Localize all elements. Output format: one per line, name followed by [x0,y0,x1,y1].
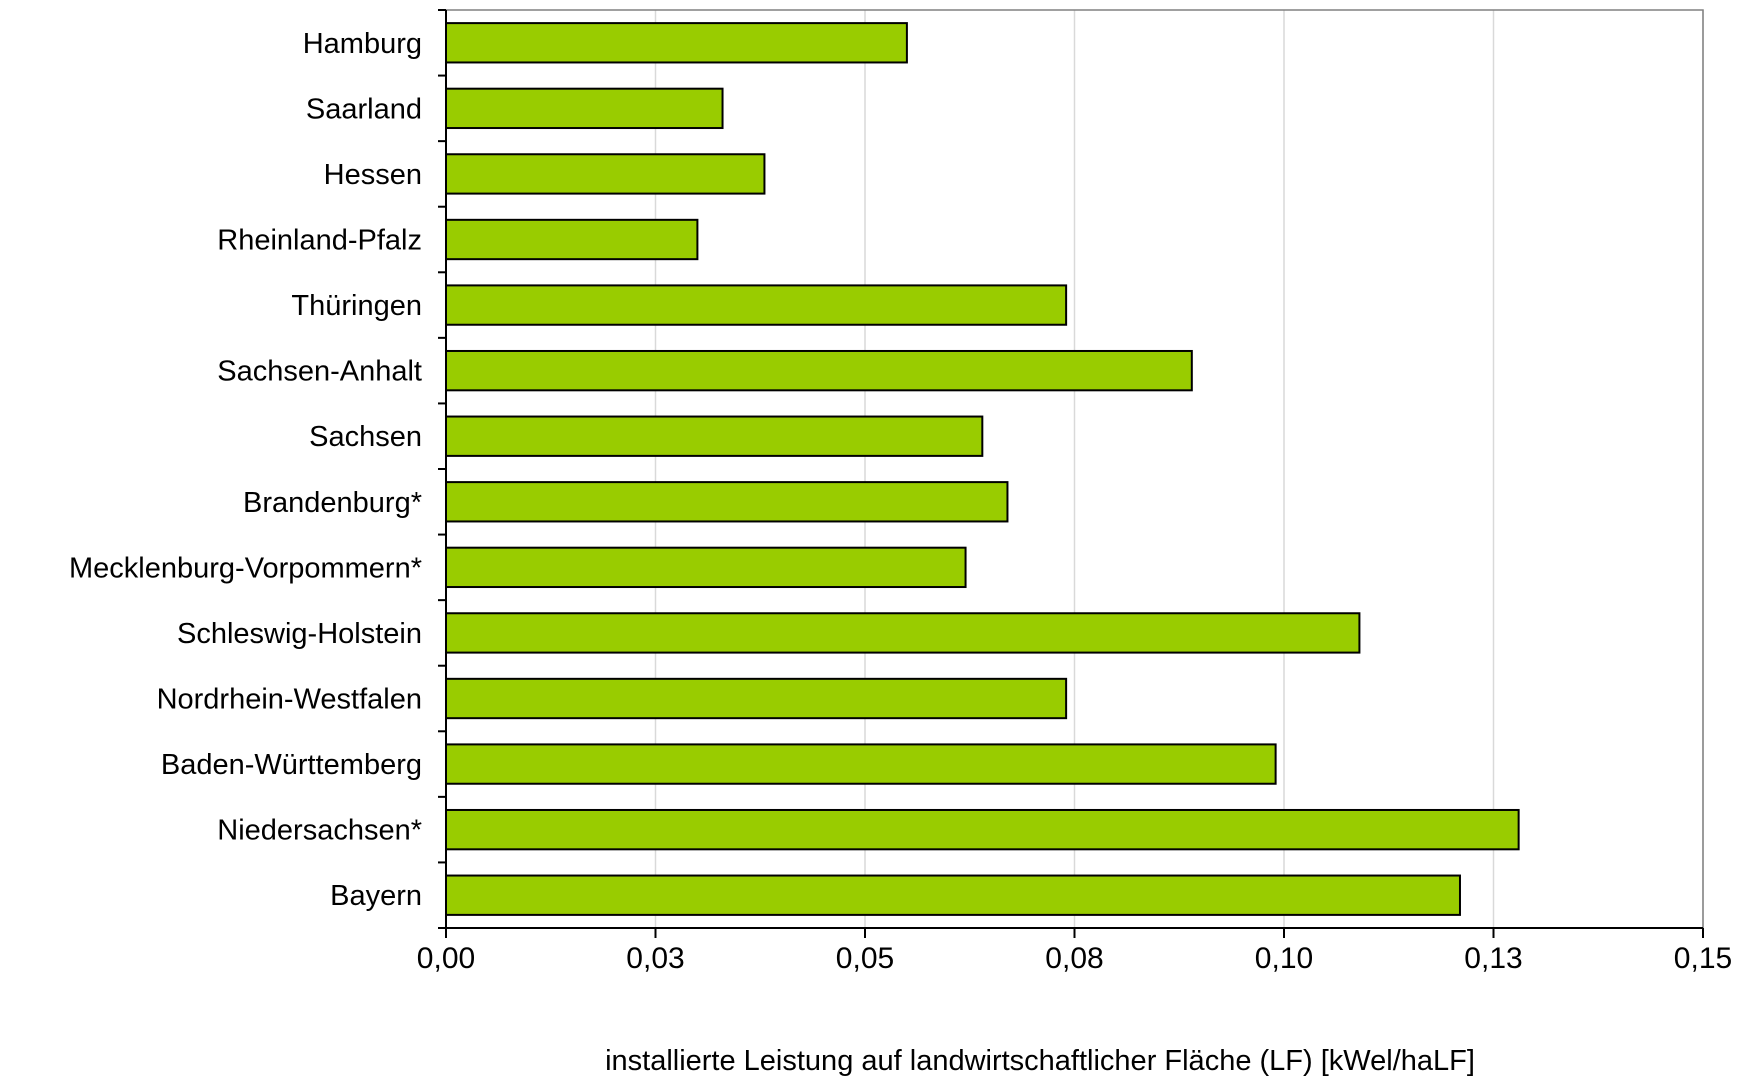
x-tick-label: 0,00 [417,942,475,975]
x-tick-label: 0,08 [1045,942,1103,975]
category-labels: Hamburg Saarland Hessen Rheinland-Pfalz Thür… [69,28,422,912]
x-tick-labels: 0,00 0,03 0,05 0,08 0,10 0,13 0,15 [417,942,1732,975]
category-label: Nordrhein-Westfalen [157,684,422,716]
category-label: Sachsen [309,421,422,453]
bar [445,677,1068,720]
bar [445,349,1193,392]
x-tick-label: 0,13 [1464,942,1522,975]
bar [445,153,766,195]
x-tick-label: 0,15 [1674,942,1732,975]
bar [445,874,1461,916]
category-label: Sachsen-Anhalt [217,356,422,388]
category-label: Rheinland-Pfalz [217,225,422,257]
x-tick-label: 0,05 [836,942,894,975]
bar [445,612,1361,654]
bar [445,87,724,130]
category-label: Schleswig-Holstein [177,618,422,650]
category-label: Mecklenburg-Vorpommern* [69,552,422,584]
category-label: Bayern [330,880,422,912]
bar [445,546,967,589]
x-axis [438,9,1704,938]
bar [445,481,1009,523]
bar [445,22,908,64]
bar [445,284,1068,326]
bars [445,22,1520,916]
category-label: Hessen [324,159,422,191]
category-label: Niedersachsen* [217,815,422,847]
bar [445,218,699,261]
category-label: Saarland [306,93,422,125]
x-axis-title: installierte Leistung auf landwirtschaft… [605,1045,1475,1077]
category-label: Thüringen [291,290,422,322]
gridlines [654,10,1704,928]
category-label: Brandenburg* [243,487,422,519]
bar [445,743,1277,785]
bar [445,808,1520,851]
bar [445,415,984,457]
x-tick-label: 0,10 [1255,942,1313,975]
category-label: Baden-Württemberg [161,749,422,781]
category-label: Hamburg [303,28,422,60]
x-tick-label: 0,03 [626,942,684,975]
